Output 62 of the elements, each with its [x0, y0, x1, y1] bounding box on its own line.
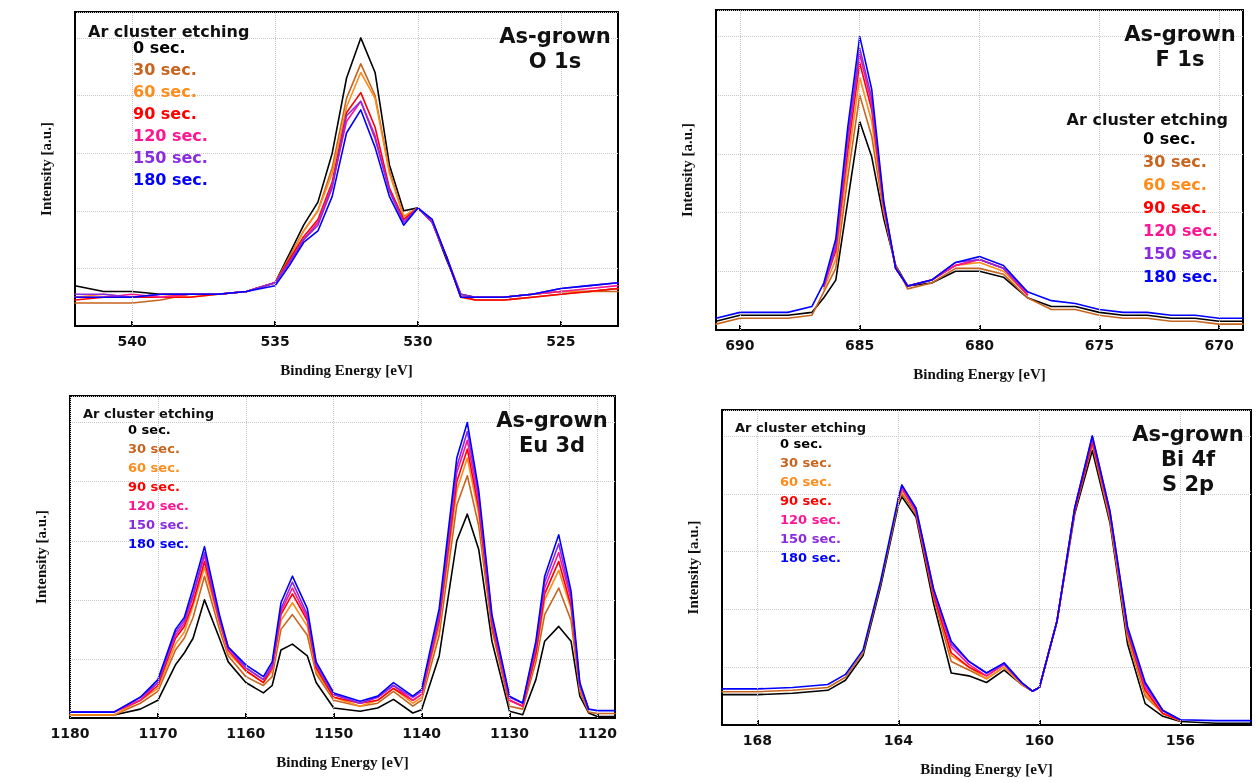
- x-axis-title: Binding Energy [eV]: [913, 365, 1046, 382]
- text: 150 sec.: [133, 147, 208, 167]
- y-axis-title: Intensity [a.u.]: [684, 520, 701, 615]
- text: 120 sec.: [780, 512, 841, 527]
- x-tick-label: 164: [883, 732, 914, 748]
- x-tick-label: 525: [546, 333, 576, 349]
- text: 0 sec.: [128, 422, 171, 437]
- x-tick-label: 1180: [50, 725, 90, 741]
- text: 180 sec.: [780, 550, 841, 565]
- x-axis-title: Binding Energy [eV]: [276, 753, 409, 770]
- legend-title: Ar cluster etching: [735, 420, 867, 435]
- y-axis-title: Intensity [a.u.]: [37, 122, 54, 216]
- text: 90 sec.: [133, 103, 197, 123]
- x-tick-label: 1130: [490, 725, 530, 741]
- chart-title: As-grown Eu 3d: [496, 407, 608, 457]
- text: 30 sec.: [1143, 151, 1207, 171]
- x-tick-label: 1140: [402, 725, 442, 741]
- text: 30 sec.: [128, 441, 180, 456]
- x-axis-title: Binding Energy [eV]: [920, 760, 1053, 777]
- text: 90 sec.: [780, 493, 832, 508]
- x-tick-label: 168: [742, 732, 772, 748]
- legend-title: Ar cluster etching: [83, 406, 215, 421]
- text: 60 sec.: [1143, 174, 1207, 194]
- y-axis-title: Intensity [a.u.]: [32, 510, 49, 604]
- x-tick-label: 1170: [138, 725, 178, 741]
- x-tick-label: 160: [1024, 732, 1055, 748]
- text: 60 sec.: [128, 460, 180, 475]
- text: As-grown Bi 4f S 2p: [1132, 421, 1244, 496]
- x-tick-label: 540: [117, 333, 148, 349]
- chart-title: As-grown O 1s: [499, 23, 611, 73]
- text: 30 sec.: [780, 455, 832, 470]
- text: 120 sec.: [1143, 220, 1218, 240]
- text: 0 sec.: [780, 436, 823, 451]
- x-tick-label: 680: [964, 337, 995, 353]
- text: 180 sec.: [133, 169, 208, 189]
- x-tick-label: 1160: [226, 725, 266, 741]
- text: 120 sec.: [133, 125, 208, 145]
- text: 150 sec.: [1143, 243, 1218, 263]
- x-axis-title: Binding Energy [eV]: [280, 361, 413, 378]
- y-axis-title: Intensity [a.u.]: [678, 123, 695, 217]
- chart-title: As-grown F 1s: [1124, 21, 1236, 71]
- text: 30 sec.: [133, 59, 197, 79]
- text: 150 sec.: [780, 531, 841, 546]
- x-tick-label: 670: [1204, 337, 1234, 353]
- x-tick-label: 690: [725, 337, 755, 353]
- text: 0 sec.: [1143, 128, 1196, 148]
- series-label: 180 sec.: [1143, 266, 1218, 286]
- text: 60 sec.: [780, 474, 832, 489]
- text: 90 sec.: [1143, 197, 1207, 217]
- x-tick-label: 156: [1165, 732, 1196, 748]
- x-tick-label: 1150: [314, 725, 354, 741]
- x-tick-label: 675: [1084, 337, 1114, 353]
- legend-title: Ar cluster etching: [1066, 109, 1228, 129]
- x-tick-label: 1120: [577, 725, 618, 741]
- text: 90 sec.: [128, 479, 180, 494]
- x-tick-label: 535: [260, 333, 290, 349]
- series-label: 180 sec.: [128, 536, 189, 551]
- text: 60 sec.: [133, 81, 197, 101]
- x-tick-label: 530: [403, 333, 433, 349]
- text: 120 sec.: [128, 498, 189, 513]
- series-label: 150 sec.: [128, 517, 189, 532]
- x-tick-label: 685: [845, 337, 875, 353]
